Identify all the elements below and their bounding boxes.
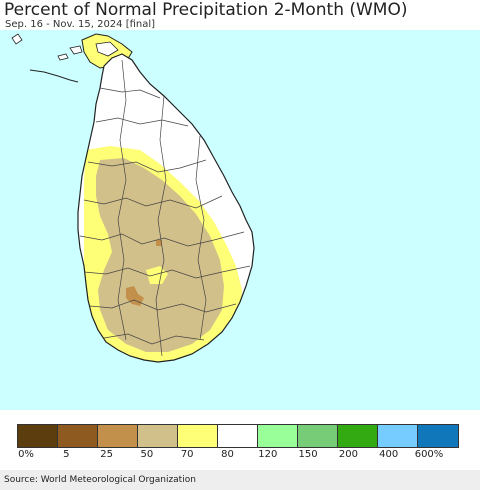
legend-label: 50 — [140, 449, 154, 460]
legend-color-bar — [17, 424, 459, 448]
precipitation-map — [11, 33, 255, 363]
legend-label: 120 — [258, 449, 278, 460]
legend-swatch — [138, 425, 178, 447]
legend-label: 80 — [221, 449, 234, 460]
legend-swatch — [98, 425, 138, 447]
source-text: Source: World Meteorological Organizatio… — [4, 475, 196, 485]
map-subtitle: Sep. 16 - Nov. 15, 2024 [final] — [5, 19, 156, 30]
legend-label: 70 — [180, 449, 194, 460]
map-title: Percent of Normal Precipitation 2-Month … — [4, 0, 408, 20]
legend-swatch — [378, 425, 418, 447]
legend-swatch — [338, 425, 378, 447]
legend-swatch — [178, 425, 218, 447]
footer-bar — [0, 470, 480, 490]
legend-label: 400 — [379, 449, 399, 460]
legend-swatch — [218, 425, 258, 447]
legend-label: 200 — [338, 449, 358, 460]
legend-swatch — [298, 425, 338, 447]
legend-label: 0% — [18, 449, 34, 460]
legend-swatch — [418, 425, 458, 447]
legend-swatch — [58, 425, 98, 447]
district-boundaries — [79, 59, 251, 357]
legend-label: 150 — [298, 449, 318, 460]
legend-label: 25 — [100, 449, 113, 460]
legend-label: 600% — [414, 449, 444, 460]
legend-swatch — [258, 425, 298, 447]
map-area — [0, 30, 480, 410]
legend-label: 5 — [63, 449, 70, 460]
legend-swatch — [18, 425, 58, 447]
